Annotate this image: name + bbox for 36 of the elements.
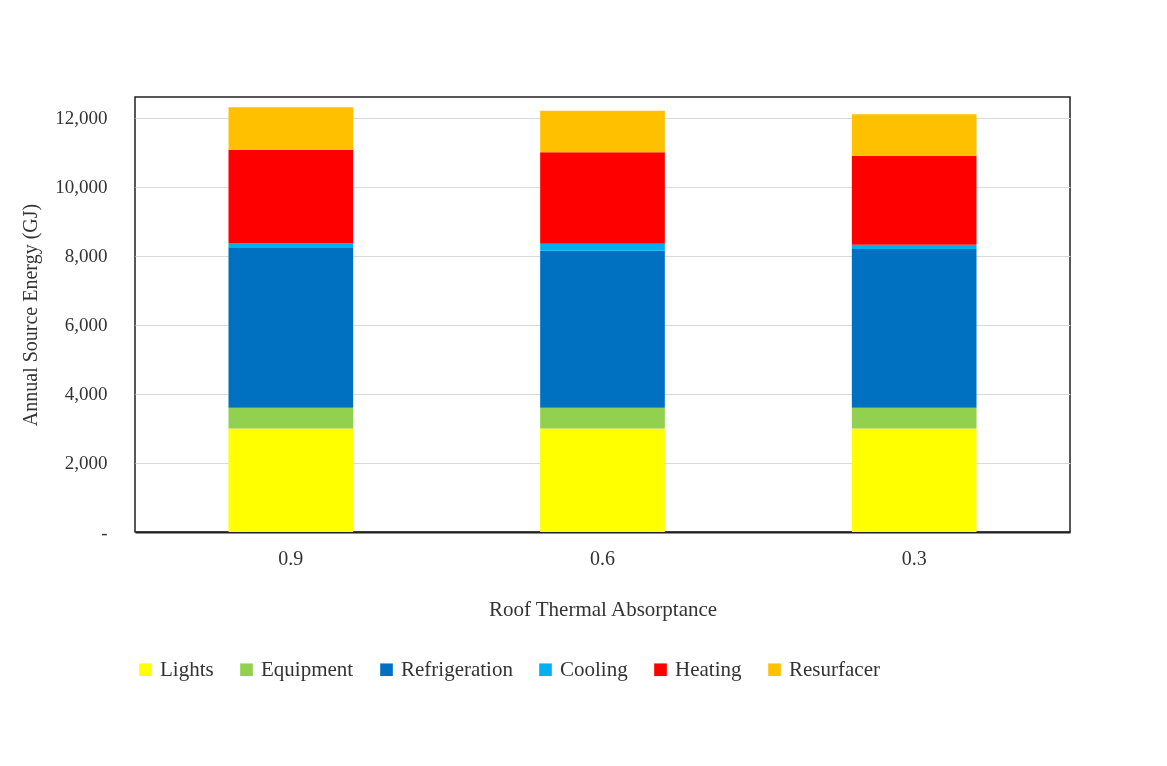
bar — [851, 248, 977, 408]
bar — [540, 110, 665, 153]
legend-label: Cooling — [560, 656, 629, 681]
bar — [851, 114, 977, 156]
y-tick-label: 4,000 — [64, 383, 108, 405]
bar — [228, 428, 354, 532]
bar — [228, 107, 354, 150]
bar — [228, 407, 354, 429]
legend-label: Equipment — [261, 656, 354, 681]
y-tick-label: 8,000 — [64, 245, 108, 267]
bar — [228, 243, 354, 248]
bar — [540, 152, 665, 244]
bar — [228, 149, 354, 244]
bar — [228, 247, 354, 408]
x-tick-label: 0.6 — [590, 546, 615, 569]
bar — [540, 407, 665, 429]
legend-label: Lights — [160, 656, 214, 681]
x-tick-label: 0.3 — [901, 546, 927, 569]
bar — [540, 243, 665, 251]
bar — [851, 155, 977, 245]
legend-label: Heating — [675, 656, 742, 681]
y-tick-label: 10,000 — [55, 176, 108, 198]
y-tick-label: 12,000 — [55, 107, 108, 129]
y-axis-title: Annual Source Energy (GJ) — [19, 203, 43, 427]
bar — [851, 407, 977, 429]
y-tick-label: 2,000 — [64, 452, 108, 474]
y-tick-label: 6,000 — [64, 314, 108, 336]
bar — [540, 428, 665, 532]
bar — [851, 244, 977, 249]
bar — [540, 250, 665, 408]
y-tick-label: - — [101, 521, 108, 543]
x-axis-title: Roof Thermal Absorptance — [488, 596, 718, 621]
x-tick-label: 0.9 — [278, 546, 304, 569]
bar — [851, 428, 977, 532]
legend-label: Refrigeration — [401, 656, 514, 681]
legend-label: Resurfacer — [789, 656, 880, 681]
